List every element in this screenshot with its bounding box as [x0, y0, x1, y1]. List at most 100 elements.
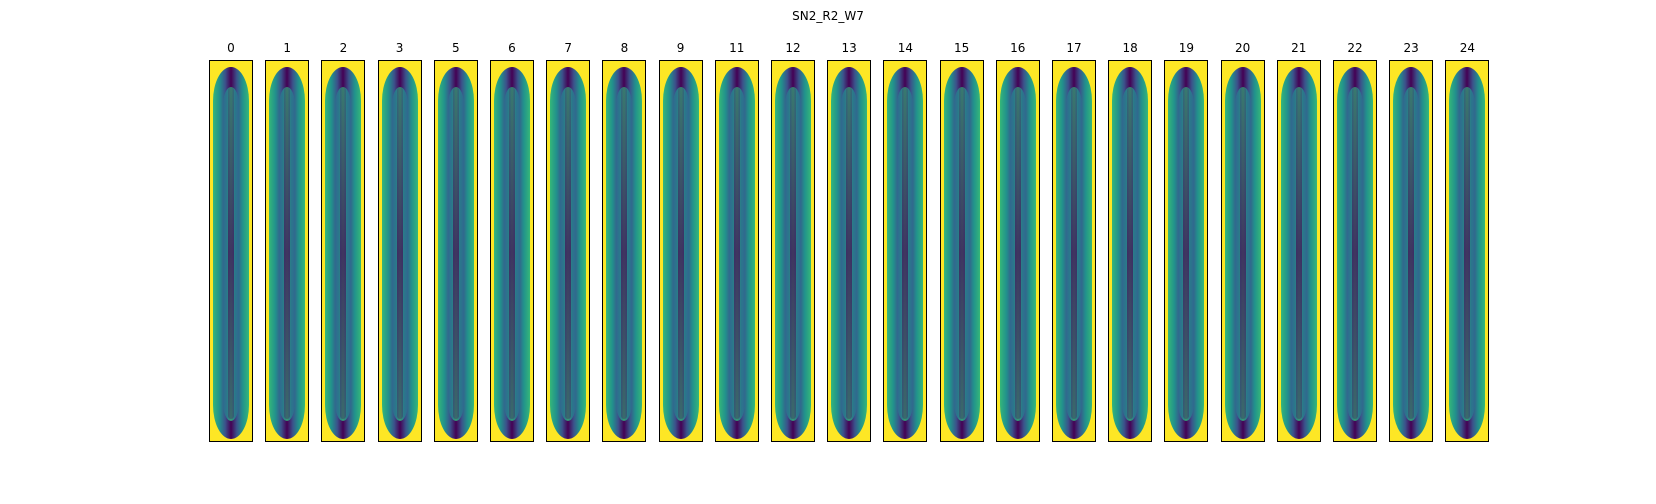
cell-image: [1333, 60, 1377, 442]
panel-label: 0: [227, 41, 235, 55]
cell-panel: 3: [377, 40, 422, 444]
cell-outline: [1112, 67, 1149, 439]
cell-dark-band: [1239, 87, 1246, 419]
cell-outline: [269, 67, 306, 439]
cell-outline: [606, 67, 643, 439]
cell-image: [377, 60, 422, 442]
cell-image: [1164, 60, 1209, 442]
cell-outline: [550, 67, 587, 439]
cell-dark-band: [846, 87, 853, 419]
cell-dark-band: [284, 87, 291, 419]
panel-label: 14: [897, 41, 914, 55]
cell-panel: 7: [546, 40, 591, 444]
cell-dark-band: [621, 87, 628, 419]
cell-dark-band: [1352, 87, 1358, 419]
cell-dark-band: [733, 87, 740, 419]
cell-panel: 5: [433, 40, 478, 444]
panel-label: 5: [451, 41, 460, 55]
cell-image: [883, 60, 928, 442]
cell-outline: [831, 67, 868, 439]
cell-image: [1052, 60, 1096, 442]
cell-outline: [718, 67, 755, 439]
cell-panel: 9: [658, 40, 703, 444]
cell-dark-band: [1464, 87, 1471, 419]
cell-panel: 18: [1108, 40, 1153, 444]
cell-panel: 20: [1220, 40, 1265, 444]
cell-outline: [775, 67, 811, 439]
cell-outline: [943, 67, 980, 439]
cell-dark-band: [1071, 87, 1077, 419]
panel-label: 24: [1459, 41, 1476, 55]
cell-image: [939, 60, 984, 442]
cell-dark-band: [1014, 87, 1021, 419]
cell-dark-band: [452, 87, 459, 419]
cell-outline: [1056, 67, 1092, 439]
cell-dark-band: [902, 87, 909, 419]
cell-outline: [494, 67, 530, 439]
panel-label: 20: [1234, 41, 1251, 55]
cell-image: [490, 60, 534, 442]
cell-image: [827, 60, 872, 442]
cell-image: [209, 60, 253, 442]
cell-panel: 22: [1333, 40, 1377, 444]
panel-label: 17: [1066, 41, 1082, 55]
cell-outline: [662, 67, 699, 439]
cell-panel: 16: [995, 40, 1040, 444]
panel-label: 12: [785, 41, 801, 55]
cell-panel: 19: [1164, 40, 1209, 444]
cell-image: [1220, 60, 1265, 442]
cell-dark-band: [228, 87, 234, 419]
cell-panel: 11: [714, 40, 759, 444]
panel-label: 13: [841, 41, 857, 55]
cell-panel: 0: [209, 40, 253, 444]
cell-panel: 6: [490, 40, 534, 444]
cell-outline: [1337, 67, 1373, 439]
panel-label: 23: [1403, 41, 1419, 55]
cell-dark-band: [1295, 87, 1302, 419]
cell-outline: [999, 67, 1036, 439]
cell-image: [714, 60, 759, 442]
panel-label: 21: [1291, 41, 1307, 55]
panel-label: 15: [953, 41, 970, 55]
cell-image: [265, 60, 310, 442]
cell-outline: [1393, 67, 1430, 439]
panel-label: 6: [508, 41, 516, 55]
cell-dark-band: [396, 87, 403, 419]
cell-outline: [437, 67, 474, 439]
cell-dark-band: [677, 87, 684, 419]
cell-panel: 12: [771, 40, 815, 444]
cell-dark-band: [1408, 87, 1415, 419]
cell-panel: 8: [602, 40, 647, 444]
cell-image: [602, 60, 647, 442]
panel-label: 22: [1347, 41, 1363, 55]
cell-panel: 21: [1276, 40, 1321, 444]
cell-panel: 2: [321, 40, 366, 444]
cell-dark-band: [509, 87, 515, 419]
cell-image: [771, 60, 815, 442]
cell-dark-band: [1183, 87, 1190, 419]
cell-panel: 14: [883, 40, 928, 444]
cell-outline: [1224, 67, 1261, 439]
cell-image: [1276, 60, 1321, 442]
figure-title: SN2_R2_W7: [792, 9, 864, 23]
cell-image: [658, 60, 703, 442]
cell-dark-band: [958, 87, 965, 419]
cell-dark-band: [340, 87, 347, 419]
cell-dark-band: [1127, 87, 1134, 419]
panel-label: 18: [1122, 41, 1138, 55]
cell-panel: 23: [1389, 40, 1434, 444]
cell-panel: 13: [827, 40, 872, 444]
cell-outline: [1280, 67, 1317, 439]
cell-dark-band: [790, 87, 796, 419]
cell-image: [546, 60, 591, 442]
cell-panel: 1: [265, 40, 310, 444]
panel-label: 9: [676, 41, 685, 55]
panel-label: 2: [339, 41, 348, 55]
cell-panel: 15: [939, 40, 984, 444]
cell-panel: 24: [1445, 40, 1490, 444]
cell-image: [433, 60, 478, 442]
panel-label: 1: [283, 41, 291, 55]
panel-label: 7: [564, 41, 572, 55]
panel-label: 11: [729, 41, 745, 55]
